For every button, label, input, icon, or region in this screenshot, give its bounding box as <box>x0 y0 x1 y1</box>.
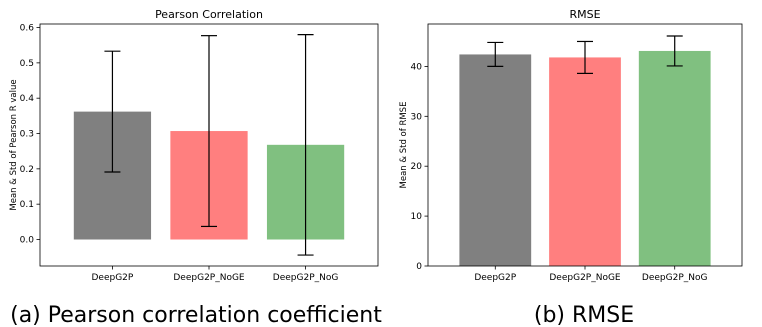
chart-title: Pearson Correlation <box>155 8 263 21</box>
y-tick-label: 0 <box>416 262 422 272</box>
y-tick-label: 20 <box>411 162 423 172</box>
x-tick-label: DeepG2P <box>474 273 516 283</box>
caption-b: (b) RMSE <box>534 303 634 327</box>
y-tick-label: 0.2 <box>20 165 34 175</box>
x-tick-label: DeepG2P_NoG <box>642 273 708 283</box>
y-tick-label: 0.5 <box>20 59 34 69</box>
y-tick-label: 10 <box>411 212 423 222</box>
caption-a: (a) Pearson correlation coefficient <box>10 303 382 327</box>
y-tick-label: 0.1 <box>20 200 34 210</box>
y-tick-label: 40 <box>411 62 423 72</box>
x-tick-label: DeepG2P_NoGE <box>549 273 621 283</box>
bar-deepg2p-nog <box>638 50 711 266</box>
x-tick-label: DeepG2P_NoGE <box>173 273 245 283</box>
plot-frame <box>427 23 743 267</box>
plot-frame <box>39 23 379 267</box>
pearson-correlation-chart: DeepG2P DeepG2P_NoGE DeepG2P_NoG 0.0 0.1 0.2 0… <box>9 8 379 283</box>
bar-deepg2p <box>459 54 532 266</box>
y-tick-label: 0.0 <box>20 236 35 246</box>
chart-title: RMSE <box>569 8 600 21</box>
rmse-chart: DeepG2P DeepG2P_NoGE DeepG2P_NoG 0 10 20 30 40 R… <box>399 8 743 283</box>
y-tick-label: 0.4 <box>20 94 35 104</box>
y-tick-label: 0.3 <box>20 130 34 140</box>
y-tick-label: 30 <box>411 112 423 122</box>
y-axis-label: Mean & Std of RMSE <box>399 102 409 189</box>
y-tick-label: 0.6 <box>20 24 35 34</box>
x-tick-label: DeepG2P <box>91 273 133 283</box>
x-tick-label: DeepG2P_NoG <box>273 273 339 283</box>
bar-deepg2p-noge <box>549 57 621 267</box>
y-axis-label: Mean & Std of Pearson R value <box>9 79 19 210</box>
